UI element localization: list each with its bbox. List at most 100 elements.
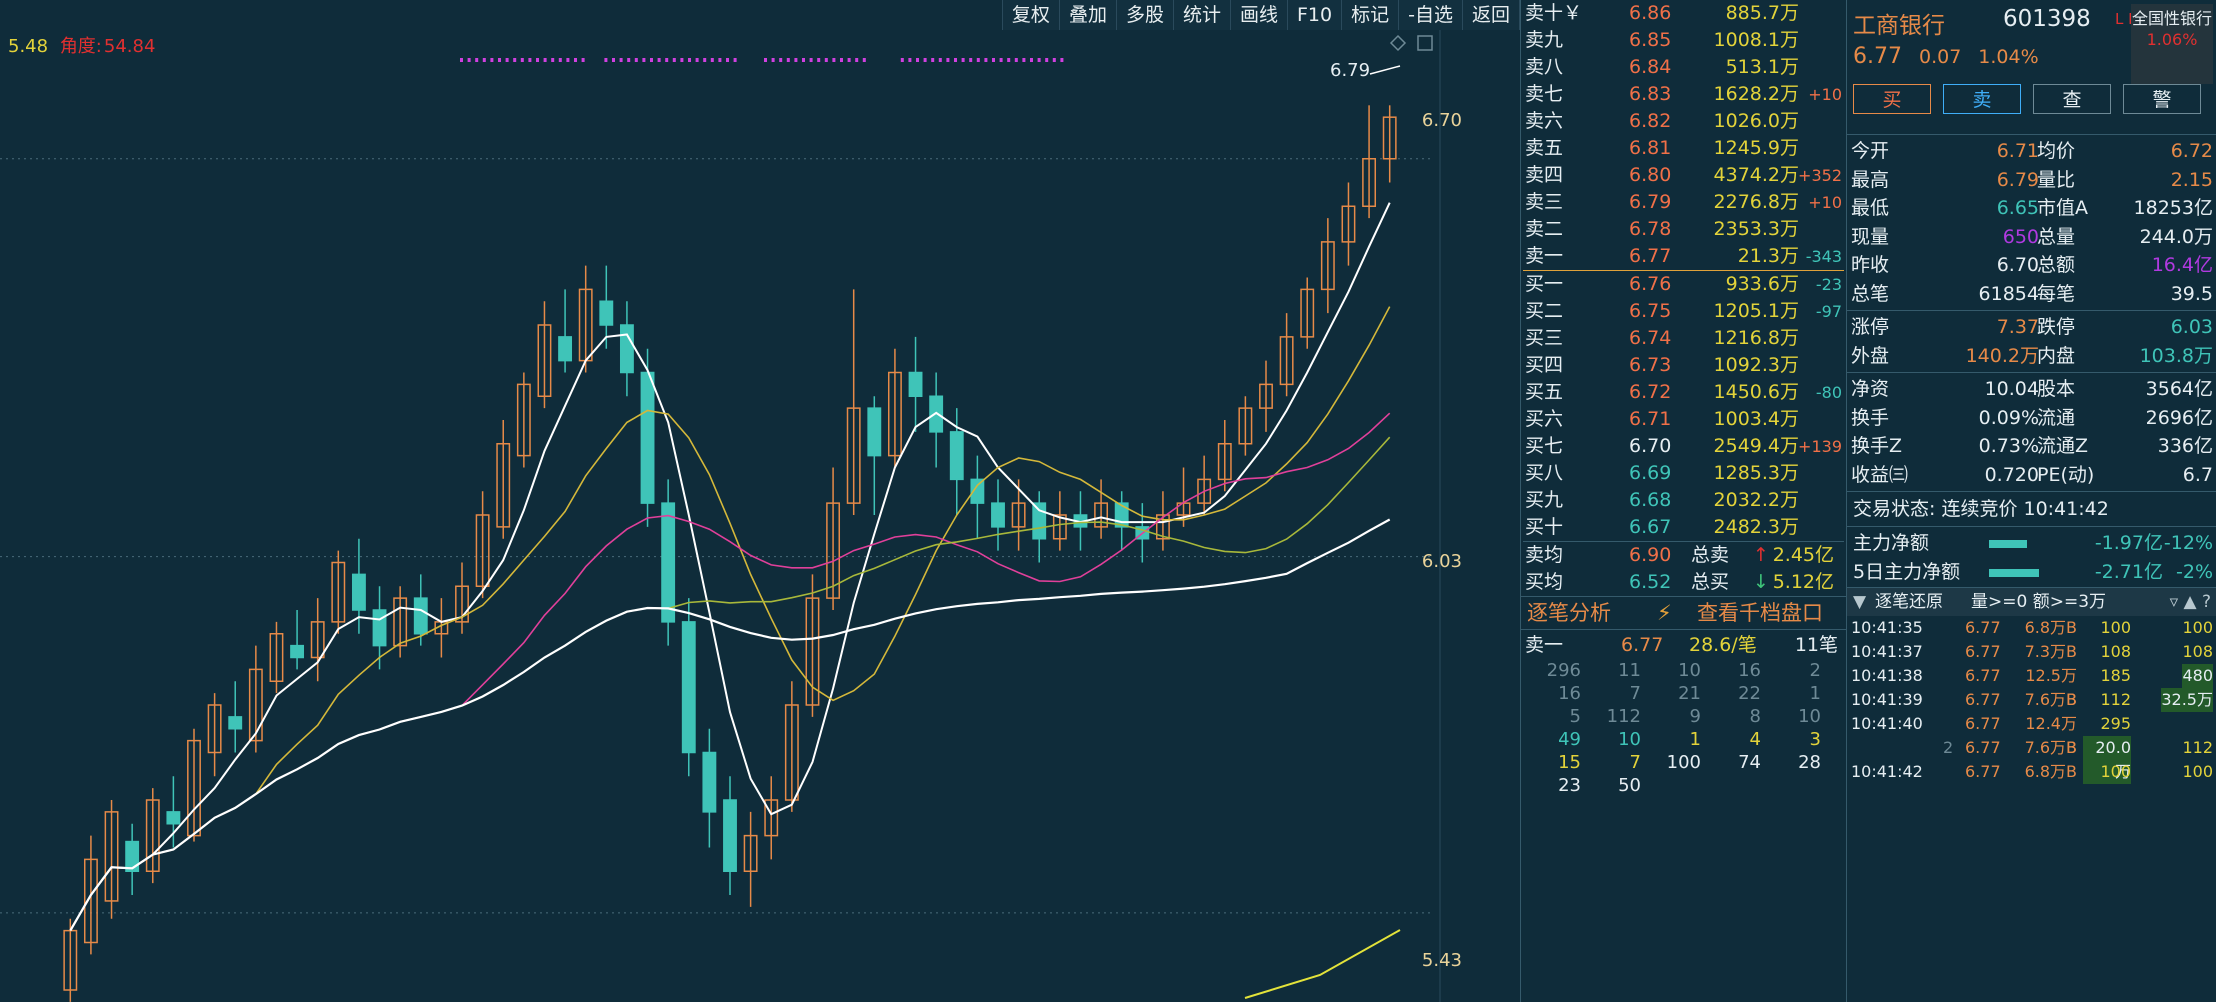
- ask-price[interactable]: 6.85: [1629, 29, 1672, 51]
- bid-price[interactable]: 6.73: [1629, 354, 1672, 376]
- ask-price[interactable]: 6.86: [1629, 2, 1672, 24]
- candle-body: [970, 478, 985, 504]
- bid-price[interactable]: 6.75: [1629, 300, 1672, 322]
- bid-price[interactable]: 6.67: [1629, 516, 1672, 538]
- sell-button[interactable]: 卖: [1943, 84, 2021, 114]
- tab-tick-analysis[interactable]: 逐笔分析: [1527, 601, 1611, 625]
- queue-cell: 296: [1546, 660, 1581, 681]
- bid-volume: 2032.2万: [1713, 489, 1799, 511]
- toolbar-button[interactable]: 画线: [1230, 0, 1288, 30]
- signal-dot: [528, 58, 532, 62]
- quote-group-divider: [1847, 310, 2216, 311]
- tick-row: 10:41:37 6.77 7.3万B 108 108: [1847, 640, 2216, 664]
- signal-dot: [984, 58, 988, 62]
- query-button[interactable]: 查: [2033, 84, 2111, 114]
- signal-dot: [627, 58, 631, 62]
- ask-price[interactable]: 6.80: [1629, 164, 1672, 186]
- status-divider: [1847, 491, 2216, 492]
- signal-dot: [726, 58, 729, 62]
- ask-price[interactable]: 6.81: [1629, 137, 1672, 159]
- ask-price[interactable]: 6.83: [1629, 83, 1672, 105]
- flow-value: -2.71亿: [2094, 561, 2163, 583]
- toolbar-button[interactable]: 叠加: [1059, 0, 1117, 30]
- industry-pct: 1.06%: [2146, 30, 2198, 49]
- signal-dot: [976, 58, 980, 62]
- signal-dot: [802, 58, 805, 62]
- ask-change: +352: [1798, 166, 1842, 185]
- ask-price[interactable]: 6.77: [1629, 245, 1672, 267]
- bid-price[interactable]: 6.69: [1629, 462, 1672, 484]
- bid-price[interactable]: 6.68: [1629, 489, 1672, 511]
- quote-value: 61854: [1978, 282, 2039, 305]
- quote-label: 内盘: [2037, 344, 2076, 367]
- toolbar-button[interactable]: 返回: [1462, 0, 1520, 30]
- indicator-value: 5.48: [8, 36, 49, 57]
- signal-dot: [482, 58, 486, 62]
- bid-price[interactable]: 6.76: [1629, 273, 1672, 295]
- candle-body: [805, 597, 820, 706]
- ask-change: +10: [1808, 85, 1842, 104]
- buy-button[interactable]: 买: [1853, 84, 1931, 114]
- high-marker: 6.79: [1330, 60, 1371, 81]
- bid-price[interactable]: 6.72: [1629, 381, 1672, 403]
- quote-label: 收益㈢: [1851, 463, 1909, 486]
- ask-level-label: 卖十￥: [1525, 2, 1583, 24]
- tick-count: 185: [2100, 666, 2131, 685]
- stock-pct: 1.04%: [1978, 46, 2039, 68]
- signal-dot: [566, 58, 570, 62]
- toolbar-button[interactable]: 标记: [1342, 0, 1400, 30]
- queue-cell: 23: [1558, 775, 1581, 796]
- quote-label: 跌停: [2037, 316, 2076, 338]
- tick-time: 10:41:38: [1851, 666, 1923, 685]
- queue-cell: 22: [1738, 683, 1761, 704]
- ask-price[interactable]: 6.78: [1629, 218, 1672, 240]
- candle-body: [331, 561, 346, 623]
- alert-button[interactable]: 警: [2123, 84, 2201, 114]
- bid-price[interactable]: 6.70: [1629, 435, 1672, 457]
- toolbar-button[interactable]: 多股: [1116, 0, 1174, 30]
- flow-bar: [1989, 540, 2027, 548]
- tick-header: ▼ 逐笔还原 量>=0 额>=3万 ▿ ▲ ?: [1847, 587, 2216, 616]
- toolbar-button[interactable]: -自选: [1399, 0, 1463, 30]
- quote-label: PE(动): [2037, 463, 2095, 486]
- toolbar-button[interactable]: 统计: [1173, 0, 1231, 30]
- bid-volume: 2549.4万: [1713, 435, 1799, 457]
- signal-dot: [680, 58, 684, 62]
- bid-level-label: 买五: [1525, 381, 1564, 403]
- bid-price[interactable]: 6.74: [1629, 327, 1672, 349]
- candle-body: [1259, 383, 1273, 409]
- queue-row: 5 112 9 8 10: [1521, 706, 1846, 729]
- queue-price: 6.77: [1621, 634, 1664, 656]
- total-buy-label: 总买: [1691, 571, 1730, 593]
- candle-body: [1320, 241, 1335, 291]
- ask-volume: 1245.9万: [1713, 137, 1799, 159]
- ask-row: 卖五 6.81 1245.9万: [1521, 135, 1846, 162]
- quote-value: 650: [2002, 225, 2039, 248]
- quote-value: 0.09%: [1978, 406, 2039, 429]
- bid-volume: 1285.3万: [1713, 462, 1799, 484]
- tab-depth-view[interactable]: 查看千档盘口: [1697, 601, 1823, 625]
- quote-value: 16.4亿: [2151, 254, 2213, 276]
- quote-label: 换手Z: [1851, 435, 1903, 457]
- signal-dot: [1037, 58, 1041, 62]
- toolbar-button[interactable]: 复权: [1002, 0, 1060, 30]
- bid-price[interactable]: 6.71: [1629, 408, 1672, 430]
- ask-price[interactable]: 6.82: [1629, 110, 1672, 132]
- tick-time: 10:41:35: [1851, 618, 1923, 637]
- tick-filter[interactable]: 量>=0 额>=3万: [1971, 592, 2107, 612]
- queue-cell: 1: [1689, 729, 1701, 750]
- filter-icons[interactable]: ▿ ▲ ?: [2169, 592, 2211, 612]
- flow-label: 主力净额: [1853, 532, 1930, 554]
- toolbar-button[interactable]: F10: [1288, 0, 1343, 30]
- candle-body: [1155, 514, 1170, 540]
- collapse-icon[interactable]: ▼: [1853, 592, 1867, 612]
- ask-level-label: 卖九: [1525, 29, 1564, 51]
- kline-canvas[interactable]: [0, 0, 1520, 1002]
- stock-change: 0.07: [1918, 46, 1962, 68]
- ask-price[interactable]: 6.84: [1629, 56, 1672, 78]
- industry-badge[interactable]: 全国性银行 1.06%: [2131, 4, 2213, 84]
- candle-body: [351, 573, 366, 611]
- candle-body: [372, 609, 387, 647]
- kline-chart[interactable]: 5.48 角度: 54.84 6.70 6.03 5.43 6.79 复权 叠加 多股…: [0, 0, 1520, 1002]
- ask-price[interactable]: 6.79: [1629, 191, 1672, 213]
